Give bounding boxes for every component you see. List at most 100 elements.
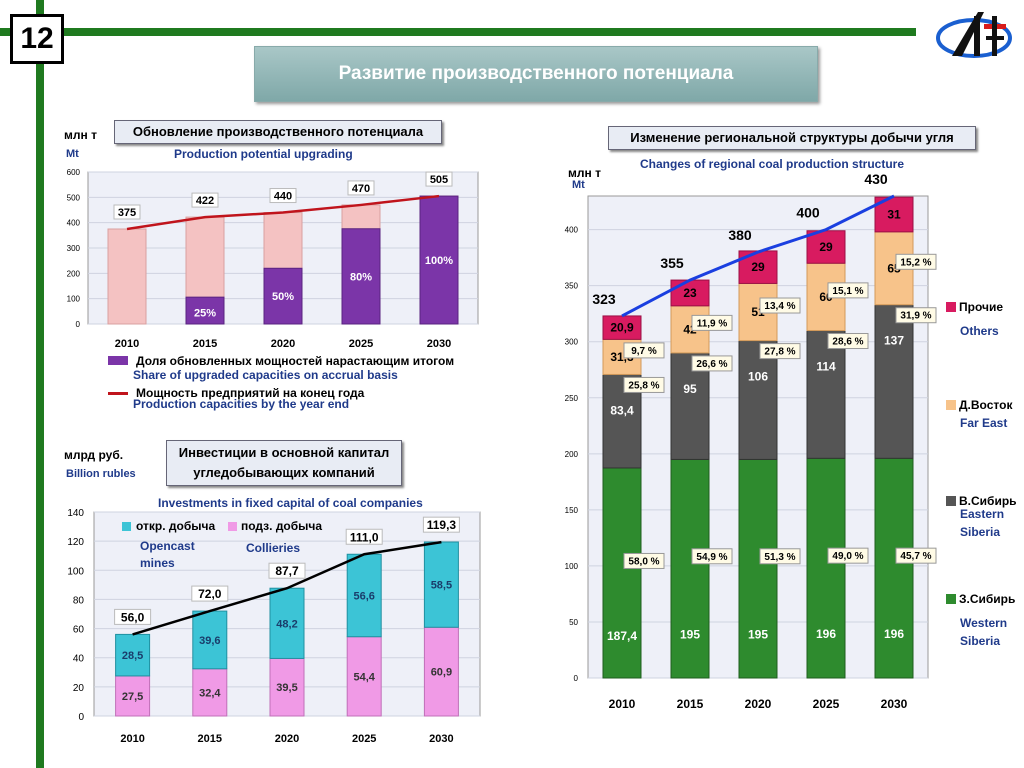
chart2-opencast-label: 48,2 xyxy=(276,618,297,630)
chart1-line-label-box xyxy=(113,204,141,220)
chart3-value-label: 196 xyxy=(816,627,836,641)
chart1-share-label: 100% xyxy=(425,255,453,267)
chart2-total-box xyxy=(114,608,152,625)
chart2-x-tick: 2010 xyxy=(120,733,144,745)
chart1-x-tick: 2020 xyxy=(271,338,295,350)
chart2-x-tick: 2030 xyxy=(429,733,453,745)
chart3-legend-esib-en2: Siberia xyxy=(960,525,1001,539)
chart1-line-label: 422 xyxy=(196,195,214,207)
chart3-legend-esib-en1: Eastern xyxy=(960,507,1005,521)
chart2-opencast-label: 28,5 xyxy=(122,650,143,662)
chart3-segment-0 xyxy=(738,458,778,679)
chart3-legend-others-ru: Прочие xyxy=(959,300,1004,314)
chart3-y-tick: 350 xyxy=(565,282,579,291)
chart2-underground-label: 54,4 xyxy=(353,671,375,683)
chart3-value-label: 106 xyxy=(748,370,768,384)
chart2-y-tick: 140 xyxy=(67,508,84,519)
chart3-total-label: 355 xyxy=(660,255,684,271)
chart2-x-tick: 2025 xyxy=(352,733,376,745)
chart3-share-box xyxy=(827,547,869,564)
chart2-legend-under-swatch xyxy=(228,522,237,531)
chart2-unit-en: Billion rubles xyxy=(66,468,136,480)
chart2-x-tick: 2015 xyxy=(198,733,222,745)
chart1-line-label: 505 xyxy=(430,174,448,186)
chart2-label-open-2: mines xyxy=(140,556,175,570)
chart1-x-tick: 2025 xyxy=(349,338,373,350)
chart1-y-tick: 500 xyxy=(67,193,81,202)
chart3-legend-wsib-ru: З.Сибирь xyxy=(959,592,1016,606)
chart3-share-box xyxy=(895,307,937,324)
chart1-y-tick: 100 xyxy=(67,295,81,304)
chart3-x-tick: 2025 xyxy=(813,697,840,711)
chart2-underground-label: 60,9 xyxy=(431,667,452,679)
chart1-share-label: 25% xyxy=(194,308,216,320)
chart3-share-label: 58,0 % xyxy=(628,556,659,567)
chart2-opencast-bar xyxy=(192,610,228,670)
chart3-x-tick: 2010 xyxy=(609,697,636,711)
company-logo-icon xyxy=(934,6,1018,62)
chart3-value-label: 20,9 xyxy=(610,321,634,335)
chart3-total-label: 380 xyxy=(728,227,752,243)
chart2-title-line1: Инвестиции в основной капитал xyxy=(178,445,390,460)
chart3-share-label: 9,7 % xyxy=(631,346,657,357)
chart3-y-tick: 50 xyxy=(569,618,578,627)
chart2-y-tick: 60 xyxy=(73,625,85,636)
chart1-upgraded-bar xyxy=(263,267,303,325)
chart3-segment-3 xyxy=(806,230,846,264)
chart3-value-label: 29 xyxy=(819,240,833,254)
chart3-unit-ru: млн т xyxy=(568,166,601,180)
chart3-y-tick: 0 xyxy=(574,674,579,683)
chart1-y-tick: 600 xyxy=(67,168,81,177)
chart3-total-label: 400 xyxy=(796,205,820,221)
chart2-total-box xyxy=(268,562,306,579)
chart3-legend-others-en: Others xyxy=(960,324,999,338)
chart3-y-tick: 150 xyxy=(565,506,579,515)
chart3-segment-1 xyxy=(874,304,914,459)
chart3-share-box xyxy=(827,333,869,350)
chart1-capacity-line xyxy=(126,194,440,231)
chart2-y-tick: 20 xyxy=(73,683,85,694)
chart1-line-label: 470 xyxy=(352,183,370,195)
chart3-unit-en: Mt xyxy=(572,179,585,191)
chart2-legend-under: подз. добыча xyxy=(241,519,323,533)
chart3-y-tick: 100 xyxy=(565,562,579,571)
chart3-share-box xyxy=(895,253,937,270)
chart1-capacity-bar xyxy=(107,228,147,325)
chart2-total-label: 56,0 xyxy=(121,610,145,624)
chart1-y-tick: 400 xyxy=(67,219,81,228)
chart3-total-line xyxy=(621,194,895,318)
chart1-plot: 0 100 200 300 400 500 600 2010 25% 2015 50% 2020 80%… xyxy=(67,168,479,350)
chart2-legend-open-swatch xyxy=(122,522,131,531)
chart3-share-label: 26,6 % xyxy=(696,359,727,370)
chart3-value-label: 114 xyxy=(816,360,836,374)
chart2-underground-label: 27,5 xyxy=(122,691,143,703)
chart2-opencast-bar xyxy=(269,587,305,659)
chart2-total-box xyxy=(345,528,383,545)
chart1-line-label: 440 xyxy=(274,191,292,203)
chart2-underground-bar xyxy=(115,675,151,717)
chart1-unit-ru: млн т xyxy=(64,128,97,142)
chart1-upgraded-bar xyxy=(185,296,225,325)
chart3-share-label: 28,6 % xyxy=(832,337,863,348)
chart3-share-box xyxy=(623,342,665,359)
chart3-subtitle: Changes of regional coal production stru… xyxy=(640,157,905,171)
chart3-legend-wsib-en1: Western xyxy=(960,616,1008,630)
chart1-y-tick: 300 xyxy=(67,244,81,253)
chart3-share-label: 31,9 % xyxy=(900,311,931,322)
chart3-legend-wsib-swatch xyxy=(946,594,956,604)
chart3-share-label: 11,9 % xyxy=(697,318,728,329)
chart1-legend-bar-en: Share of upgraded capacities on accrual … xyxy=(133,368,398,382)
chart2-y-tick: 120 xyxy=(67,537,84,548)
chart3-share-label: 13,4 % xyxy=(764,301,795,312)
chart2-unit-ru: млрд руб. xyxy=(64,448,124,462)
chart2-total-label: 72,0 xyxy=(198,587,222,601)
chart2-y-tick: 80 xyxy=(73,595,85,606)
chart3-share-label: 27,8 % xyxy=(764,347,795,358)
chart1-legend-line-swatch xyxy=(108,392,128,395)
frame-vertical-bar xyxy=(36,0,44,768)
chart3-y-tick: 400 xyxy=(565,226,579,235)
chart3-legend-fareast-ru: Д.Восток xyxy=(959,398,1013,412)
chart1-title: Обновление производственного потенциала xyxy=(114,120,442,144)
chart3-total-label: 323 xyxy=(592,291,616,307)
chart1-unit-en: Mt xyxy=(66,148,79,160)
